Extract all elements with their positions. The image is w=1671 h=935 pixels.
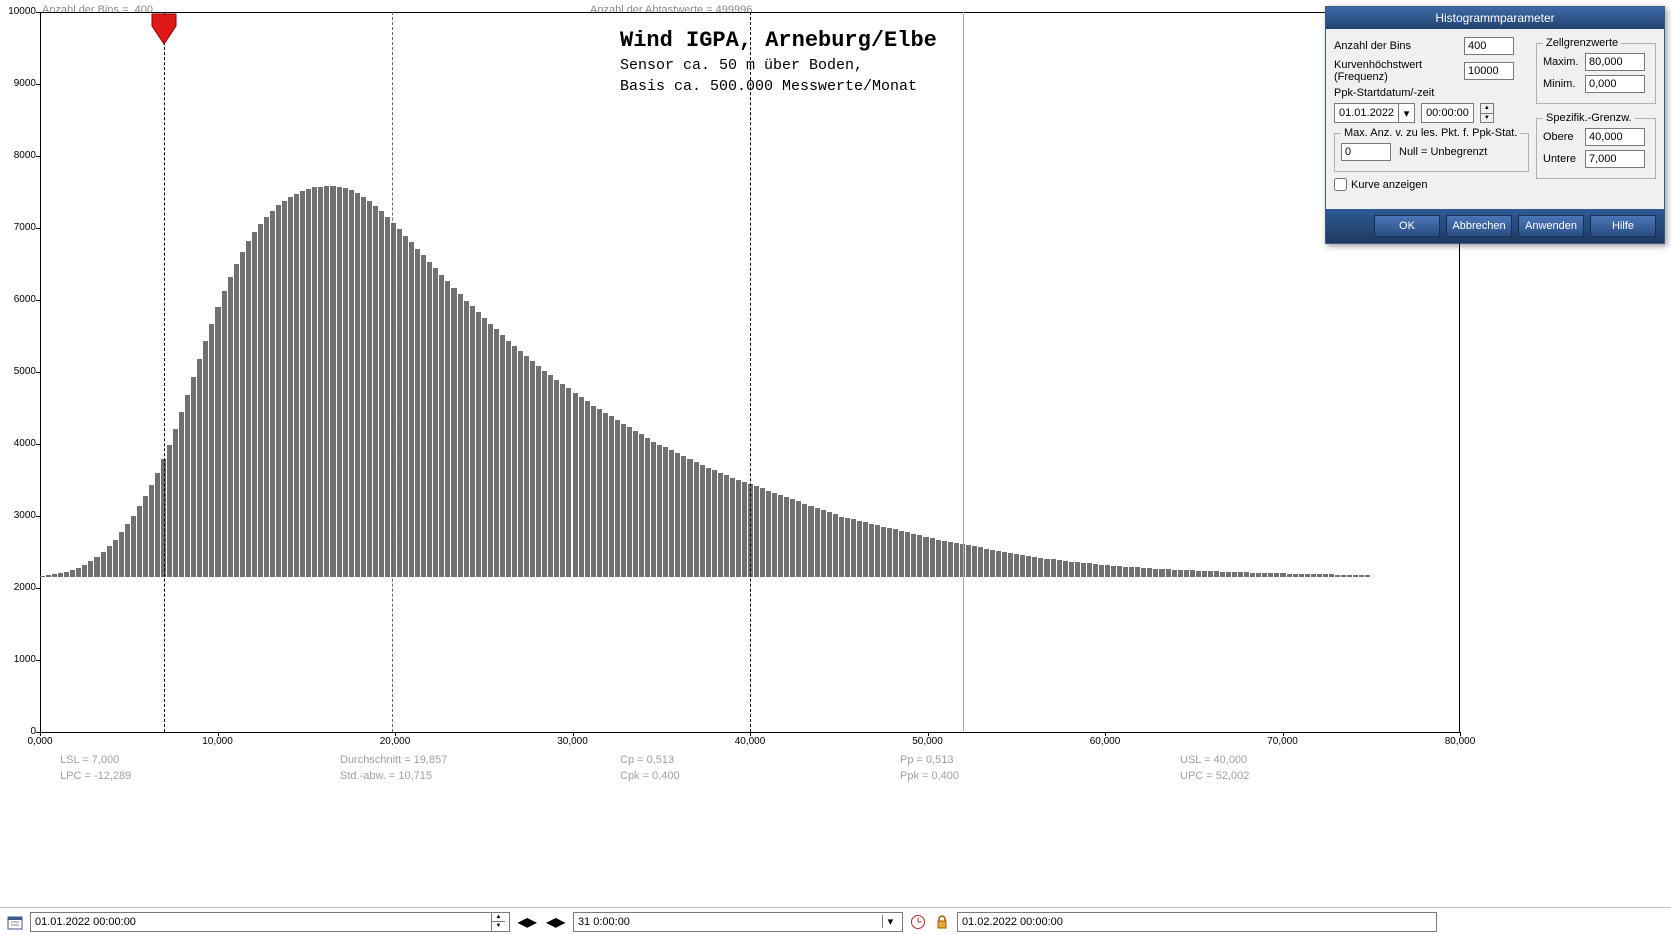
- xtick-label: 70,000: [1267, 736, 1298, 747]
- xtick-label: 50,000: [912, 736, 943, 747]
- histogram-bar: [1365, 575, 1371, 577]
- cell-min-label: Minim.: [1543, 78, 1585, 90]
- stat-usl: USL = 40,000: [1180, 754, 1247, 766]
- stat-lsl: LSL = 7,000: [60, 754, 119, 766]
- spin-up-icon[interactable]: ▲: [1481, 104, 1493, 114]
- time-toolbar: 01.01.2022 00:00:00 ▲▼ ◀▶ ◀▶ 31 0:00:00 …: [0, 907, 1671, 935]
- duration-input[interactable]: 31 0:00:00 ▾: [573, 912, 903, 932]
- freq-input[interactable]: [1464, 62, 1514, 80]
- spec-lower-label: Untere: [1543, 153, 1585, 165]
- reference-line: [750, 12, 751, 732]
- ytick-label: 7000: [0, 222, 36, 233]
- ytick-label: 6000: [0, 294, 36, 305]
- time-spinner[interactable]: ▲▼: [1480, 103, 1494, 123]
- xtick-label: 40,000: [735, 736, 766, 747]
- show-curve-checkbox[interactable]: [1334, 178, 1347, 191]
- stat-ppk: Ppk = 0,400: [900, 770, 959, 782]
- ppk-date-combo[interactable]: 01.01.2022 ▾: [1334, 103, 1415, 123]
- bins-label: Anzahl der Bins: [1334, 40, 1464, 52]
- chevron-down-icon[interactable]: ▾: [1398, 104, 1414, 122]
- maxpts-note: Null = Unbegrenzt: [1399, 146, 1487, 158]
- cell-max-label: Maxim.: [1543, 56, 1585, 68]
- chart-subtitle-2: Basis ca. 500.000 Messwerte/Monat: [620, 78, 937, 95]
- cell-limits-legend: Zellgrenzwerte: [1543, 37, 1621, 49]
- stat-stddev: Std.-abw. = 10,715: [340, 770, 432, 782]
- reference-line: [392, 12, 393, 732]
- bins-input[interactable]: [1464, 37, 1514, 55]
- ok-button[interactable]: OK: [1374, 215, 1440, 237]
- ytick-label: 1000: [0, 654, 36, 665]
- apply-button[interactable]: Anwenden: [1518, 215, 1584, 237]
- reference-line: [963, 12, 964, 732]
- ppk-time-input[interactable]: 00:00:00: [1421, 103, 1474, 123]
- maxpts-input[interactable]: [1341, 143, 1391, 161]
- spec-upper-input[interactable]: [1585, 128, 1645, 146]
- ytick-label: 10000: [0, 6, 36, 17]
- stat-cp: Cp = 0,513: [620, 754, 674, 766]
- end-datetime-input[interactable]: 01.02.2022 00:00:00: [957, 912, 1437, 932]
- nav-step-fwd-icon[interactable]: ◀▶: [544, 915, 566, 929]
- help-button[interactable]: Hilfe: [1590, 215, 1656, 237]
- ytick-label: 4000: [0, 438, 36, 449]
- lock-icon[interactable]: [933, 913, 951, 931]
- calendar-icon[interactable]: [6, 913, 24, 931]
- lsl-marker-icon: [149, 12, 179, 46]
- cell-max-input[interactable]: [1585, 53, 1645, 71]
- reference-line: [164, 12, 165, 732]
- ytick-label: 5000: [0, 366, 36, 377]
- spec-upper-label: Obere: [1543, 131, 1585, 143]
- ytick-label: 2000: [0, 582, 36, 593]
- xtick-label: 20,000: [380, 736, 411, 747]
- ytick-label: 3000: [0, 510, 36, 521]
- stat-pp: Pp = 0,513: [900, 754, 954, 766]
- stat-upc: UPC = 52,002: [1180, 770, 1249, 782]
- spin-up-icon[interactable]: ▲: [492, 913, 505, 923]
- xtick-label: 30,000: [557, 736, 588, 747]
- stat-mean: Durchschnitt = 19,857: [340, 754, 447, 766]
- freq-label: Kurvenhöchstwert (Frequenz): [1334, 59, 1464, 83]
- chevron-down-icon[interactable]: ▾: [882, 915, 898, 928]
- maxpts-legend: Max. Anz. v. zu les. Pkt. f. Ppk-Stat.: [1341, 127, 1520, 139]
- xtick-label: 10,000: [202, 736, 233, 747]
- xtick-label: 60,000: [1090, 736, 1121, 747]
- xtick-label: 0,000: [27, 736, 52, 747]
- start-spinner[interactable]: ▲▼: [491, 913, 505, 931]
- ytick-label: 9000: [0, 78, 36, 89]
- dialog-title: Histogrammparameter: [1326, 7, 1664, 29]
- stat-lpc: LPC = -12,289: [60, 770, 131, 782]
- cell-min-input[interactable]: [1585, 75, 1645, 93]
- spin-down-icon[interactable]: ▼: [492, 922, 505, 931]
- chart-title: Wind IGPA, Arneburg/Elbe: [620, 28, 937, 53]
- stat-cpk: Cpk = 0,400: [620, 770, 680, 782]
- histogram-params-dialog: Histogrammparameter Anzahl der Bins Kurv…: [1325, 6, 1665, 244]
- xtick-label: 80,000: [1445, 736, 1476, 747]
- chart-title-block: Wind IGPA, Arneburg/Elbe Sensor ca. 50 m…: [620, 28, 937, 95]
- show-curve-label: Kurve anzeigen: [1351, 179, 1427, 191]
- chart-subtitle-1: Sensor ca. 50 m über Boden,: [620, 57, 937, 74]
- spec-limits-legend: Spezifik.-Grenzw.: [1543, 112, 1635, 124]
- cancel-button[interactable]: Abbrechen: [1446, 215, 1512, 237]
- spin-down-icon[interactable]: ▼: [1481, 114, 1493, 123]
- ytick-label: 8000: [0, 150, 36, 161]
- clock-icon[interactable]: [909, 913, 927, 931]
- ppk-date-label: Ppk-Startdatum/-zeit: [1334, 87, 1434, 99]
- spec-lower-input[interactable]: [1585, 150, 1645, 168]
- nav-step-back-icon[interactable]: ◀▶: [516, 915, 538, 929]
- start-datetime-input[interactable]: 01.01.2022 00:00:00 ▲▼: [30, 912, 510, 932]
